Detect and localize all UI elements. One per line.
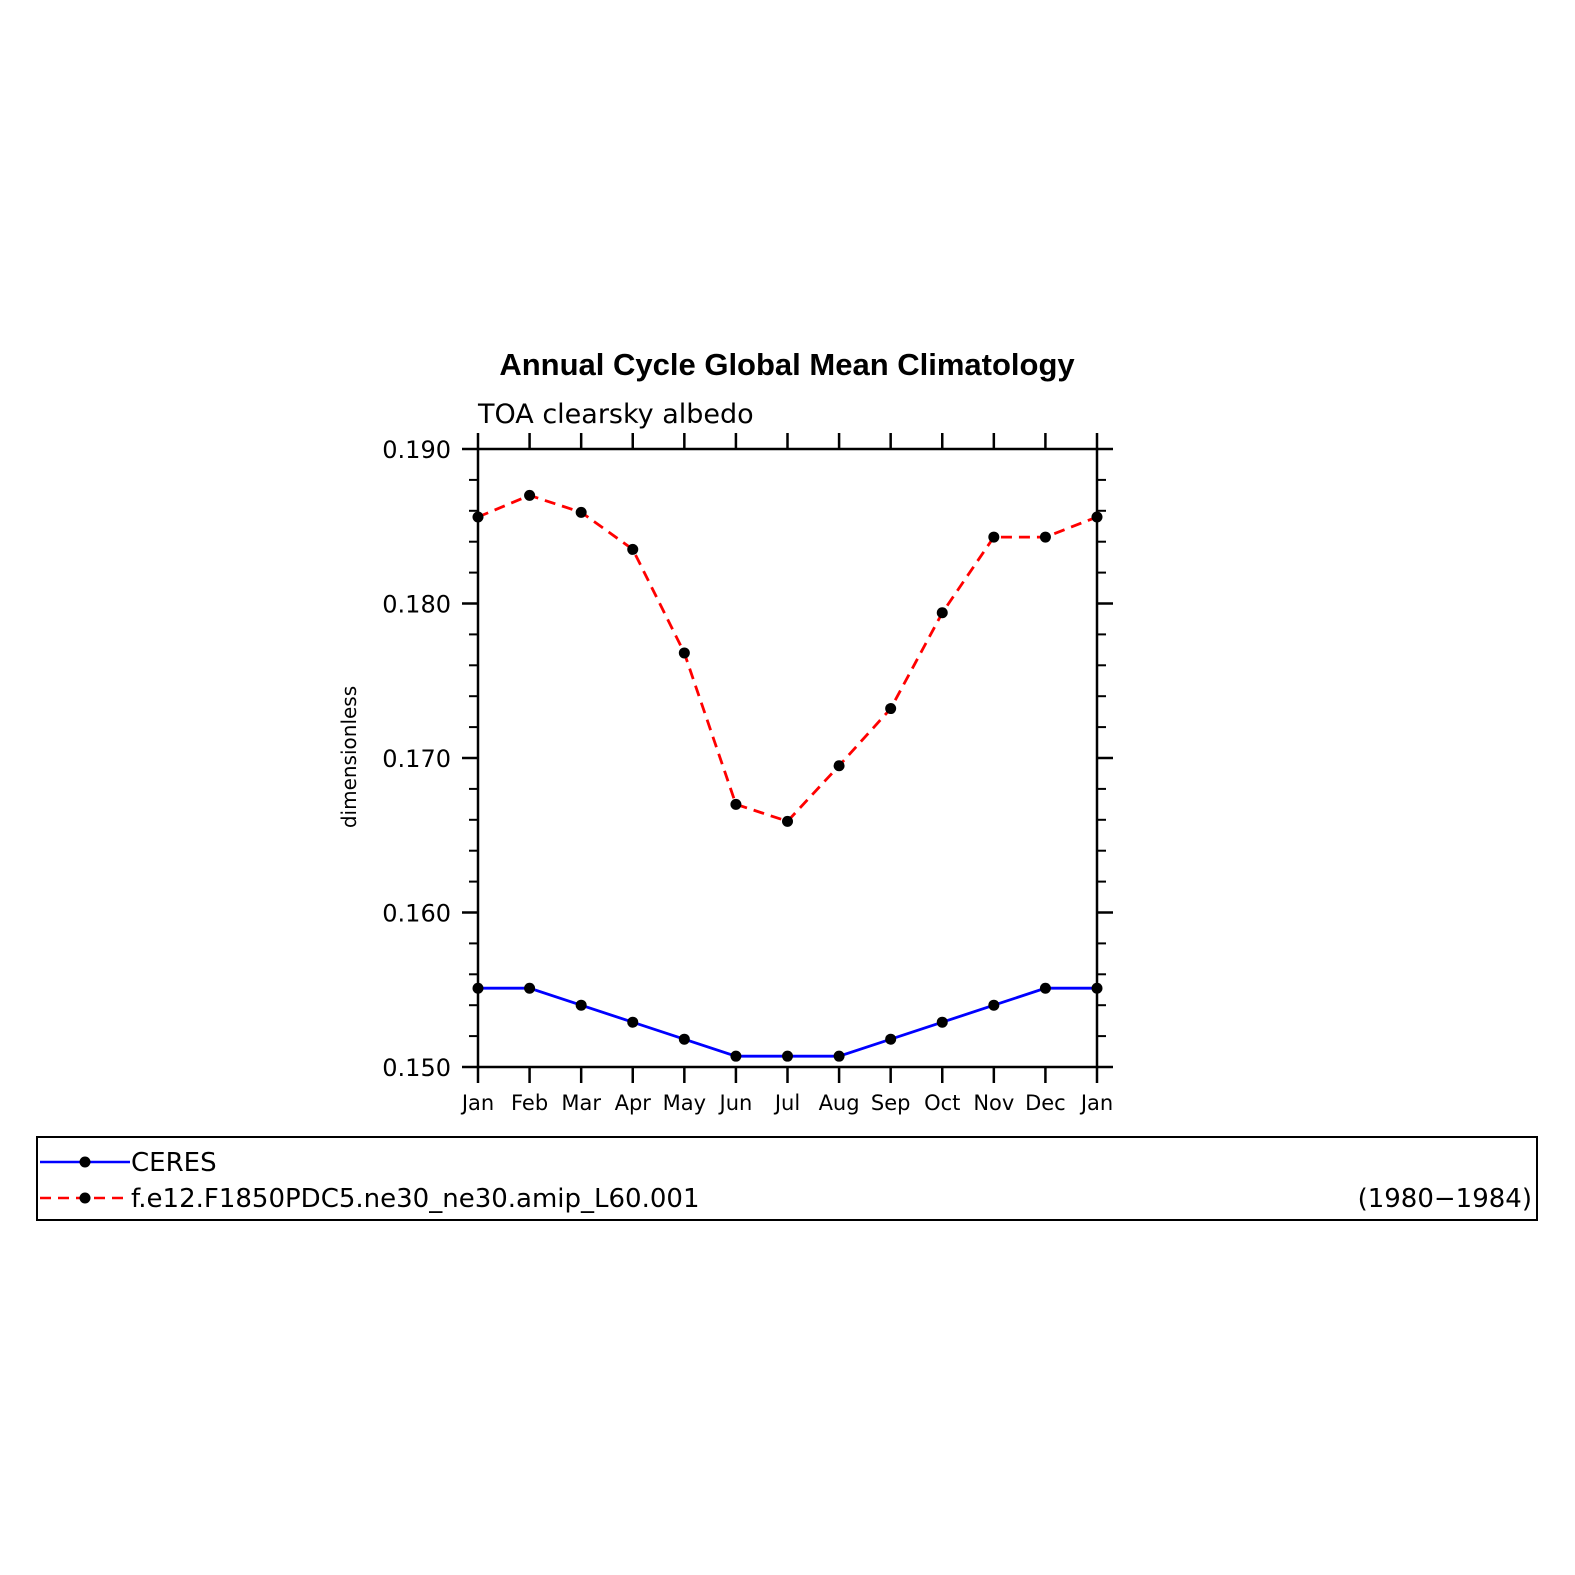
data-point: [1091, 982, 1103, 994]
y-tick-label: 0.150: [382, 1054, 451, 1082]
data-point: [833, 760, 845, 772]
legend-period: (1980−1984): [1358, 1184, 1532, 1214]
data-point: [988, 531, 1000, 543]
x-tick-label: Jul: [773, 1091, 800, 1115]
legend-label-model: f.e12.F1850PDC5.ne30_ne30.amip_L60.001: [131, 1184, 699, 1214]
data-point: [472, 511, 484, 523]
legend-marker-ceres: [79, 1156, 91, 1168]
series-line-0: [478, 986, 1097, 1058]
data-point: [988, 999, 1000, 1011]
data-point: [1091, 511, 1103, 523]
data-point: [524, 982, 536, 994]
data-point: [575, 506, 587, 518]
legend-marker-model: [79, 1192, 91, 1204]
data-point: [885, 1033, 897, 1045]
legend: CERES f.e12.F1850PDC5.ne30_ne30.amip_L60…: [36, 1136, 1538, 1221]
legend-label-ceres: CERES: [131, 1148, 217, 1178]
data-point: [678, 1033, 690, 1045]
y-tick-label: 0.190: [382, 436, 451, 464]
data-point: [627, 1016, 639, 1028]
data-point: [730, 1050, 742, 1062]
series-layer: [472, 489, 1103, 1062]
x-tick-label: Nov: [973, 1091, 1014, 1115]
series-line-1: [477, 493, 1098, 823]
chart-title: Annual Cycle Global Mean Climatology: [499, 347, 1075, 382]
data-point: [472, 982, 484, 994]
data-point: [627, 543, 639, 555]
x-tick-label: Jan: [460, 1091, 494, 1115]
x-tick-label: Jun: [718, 1091, 753, 1115]
data-point: [1039, 531, 1051, 543]
x-tick-label: Oct: [924, 1091, 960, 1115]
data-point: [1039, 982, 1051, 994]
x-tick-label: Sep: [871, 1091, 911, 1115]
x-tick-label: Apr: [615, 1091, 652, 1115]
legend-box: [36, 1136, 1538, 1221]
y-axis-label: dimensionless: [337, 686, 361, 828]
data-point: [936, 607, 948, 619]
x-tick-label: Dec: [1025, 1091, 1066, 1115]
data-point: [833, 1050, 845, 1062]
x-ticks: Jan Feb Mar Apr May Jun Jul Aug Sep Oct Nov Dec Jan: [460, 433, 1113, 1115]
y-tick-label: 0.160: [382, 900, 451, 928]
x-tick-label: Mar: [561, 1091, 601, 1115]
data-point: [524, 489, 536, 501]
data-point: [782, 1050, 793, 1062]
y-tick-label: 0.180: [382, 591, 451, 619]
x-tick-label: Feb: [511, 1091, 548, 1115]
x-tick-label: Jan: [1079, 1091, 1113, 1115]
plot-frame: [476, 447, 1099, 1069]
x-tick-label: May: [663, 1091, 706, 1115]
data-point: [885, 703, 897, 715]
data-point: [730, 798, 742, 810]
x-tick-label: Aug: [819, 1091, 860, 1115]
data-point: [575, 999, 587, 1011]
chart-subtitle: TOA clearsky albedo: [477, 399, 754, 430]
axes: [476, 447, 1099, 1069]
data-point: [936, 1016, 948, 1028]
data-point: [782, 815, 793, 827]
y-tick-label: 0.170: [382, 745, 451, 773]
y-ticks: 0.150 0.160 0.170 0.180 0.190: [382, 436, 1113, 1082]
data-point: [678, 647, 690, 659]
